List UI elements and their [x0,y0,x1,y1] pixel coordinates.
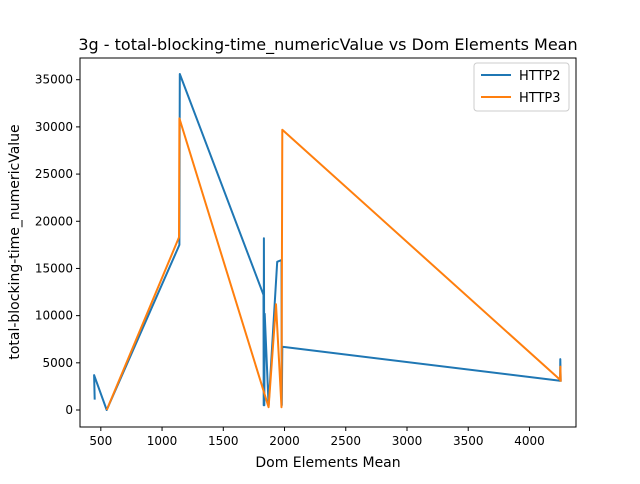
y-axis-label: total-blocking-time_numericValue [7,124,23,359]
series-line-http2 [93,73,562,411]
x-axis-label: Dom Elements Mean [255,455,400,471]
y-tick-label: 15000 [35,261,73,275]
chart-title: 3g - total-blocking-time_numericValue vs… [78,35,577,55]
plot-area [93,73,562,411]
x-axis: 500 1000 1500 2000 2500 3000 3500 4000 [89,427,545,448]
x-tick-label: 3000 [392,434,423,448]
legend-label-http2: HTTP2 [519,69,561,84]
y-tick-label: 35000 [35,73,73,87]
x-tick-label: 1500 [208,434,239,448]
y-tick-label: 0 [65,403,73,417]
plot-frame [79,57,577,428]
legend-label-http3: HTTP3 [519,91,561,106]
legend: HTTP2 HTTP3 [473,62,570,112]
y-tick-label: 30000 [35,120,73,134]
y-tick-label: 5000 [42,356,73,370]
x-tick-label: 4000 [514,434,545,448]
y-tick-label: 20000 [35,214,73,228]
series-line-http3 [105,117,562,411]
x-tick-label: 1000 [147,434,178,448]
x-tick-label: 500 [89,434,112,448]
y-tick-label: 25000 [35,167,73,181]
x-tick-label: 2000 [269,434,300,448]
x-tick-label: 2500 [330,434,361,448]
y-axis: 0 5000 10000 15000 20000 25000 30000 35000 [35,73,80,417]
y-tick-label: 10000 [35,309,73,323]
x-tick-label: 3500 [453,434,484,448]
